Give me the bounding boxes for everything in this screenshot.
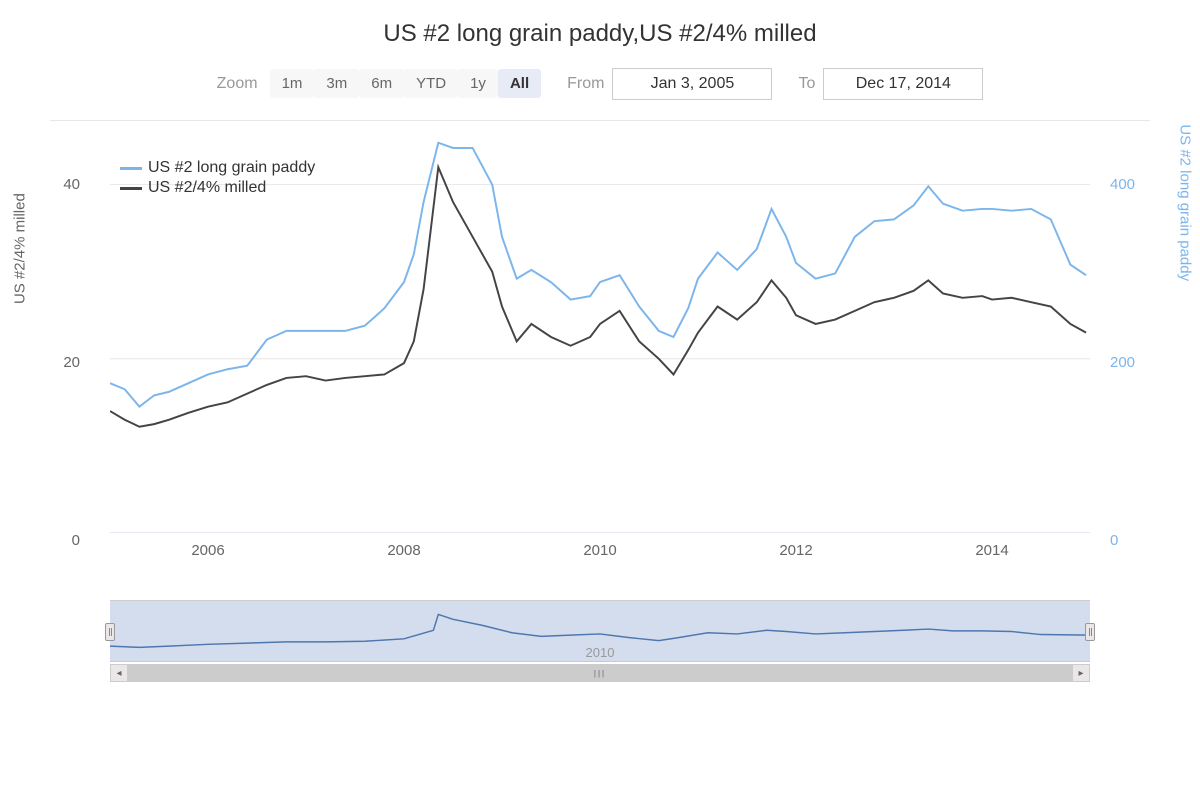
zoom-button-ytd[interactable]: YTD	[404, 69, 458, 98]
zoom-button-1m[interactable]: 1m	[270, 69, 315, 98]
legend-item[interactable]: US #2 long grain paddy	[120, 159, 315, 177]
zoom-button-6m[interactable]: 6m	[359, 69, 404, 98]
y-right-tick: 400	[1110, 176, 1135, 193]
x-axis: 2006 2008 2010 2012 2014	[110, 542, 1090, 572]
legend-label: US #2 long grain paddy	[148, 159, 315, 177]
scrollbar-right-button[interactable]: ▸	[1073, 665, 1089, 681]
x-tick: 2010	[583, 542, 616, 559]
x-tick: 2014	[975, 542, 1008, 559]
x-tick: 2006	[191, 542, 224, 559]
from-label: From	[567, 75, 604, 93]
legend-swatch	[120, 167, 142, 170]
y-left-tick: 20	[63, 354, 80, 371]
y-axis-right: 0200400	[1100, 121, 1160, 540]
x-tick: 2008	[387, 542, 420, 559]
zoom-button-1y[interactable]: 1y	[458, 69, 498, 98]
zoom-label: Zoom	[217, 75, 258, 93]
chart-container: US #2 long grain paddy,US #2/4% milled Z…	[0, 0, 1200, 800]
zoom-button-all[interactable]: All	[498, 69, 541, 98]
navigator-handle-left[interactable]	[105, 623, 115, 641]
navigator-scrollbar: ◂ ||| ▸	[110, 664, 1090, 682]
chart-title: US #2 long grain paddy,US #2/4% milled	[10, 20, 1190, 48]
navigator-handle-right[interactable]	[1085, 623, 1095, 641]
chart-svg	[110, 141, 1090, 533]
y-axis-left-label: US #2/4% milled	[12, 193, 29, 304]
navigator-plot[interactable]: 2010	[110, 600, 1090, 662]
y-left-tick: 40	[63, 176, 80, 193]
range-selector: Zoom 1m3m6mYTD1yAll From To	[10, 68, 1190, 100]
y-left-tick: 0	[72, 532, 80, 549]
from-date-input[interactable]	[612, 68, 772, 100]
plot-area[interactable]: US #2/4% milled US #2 long grain paddy 0…	[50, 120, 1150, 580]
legend: US #2 long grain paddy US #2/4% milled	[120, 159, 315, 199]
y-right-tick: 0	[1110, 532, 1118, 549]
zoom-button-3m[interactable]: 3m	[314, 69, 359, 98]
navigator: 2010 ◂ ||| ▸	[50, 600, 1150, 685]
y-axis-left: 02040	[40, 121, 90, 540]
x-tick: 2012	[779, 542, 812, 559]
legend-swatch	[120, 187, 142, 190]
y-axis-right-label: US #2 long grain paddy	[1177, 124, 1194, 281]
to-label: To	[798, 75, 815, 93]
legend-item[interactable]: US #2/4% milled	[120, 179, 315, 197]
legend-label: US #2/4% milled	[148, 179, 266, 197]
scrollbar-left-button[interactable]: ◂	[111, 665, 127, 681]
scrollbar-track[interactable]: |||	[127, 665, 1073, 681]
navigator-x-tick: 2010	[586, 645, 615, 660]
y-right-tick: 200	[1110, 354, 1135, 371]
to-date-input[interactable]	[823, 68, 983, 100]
